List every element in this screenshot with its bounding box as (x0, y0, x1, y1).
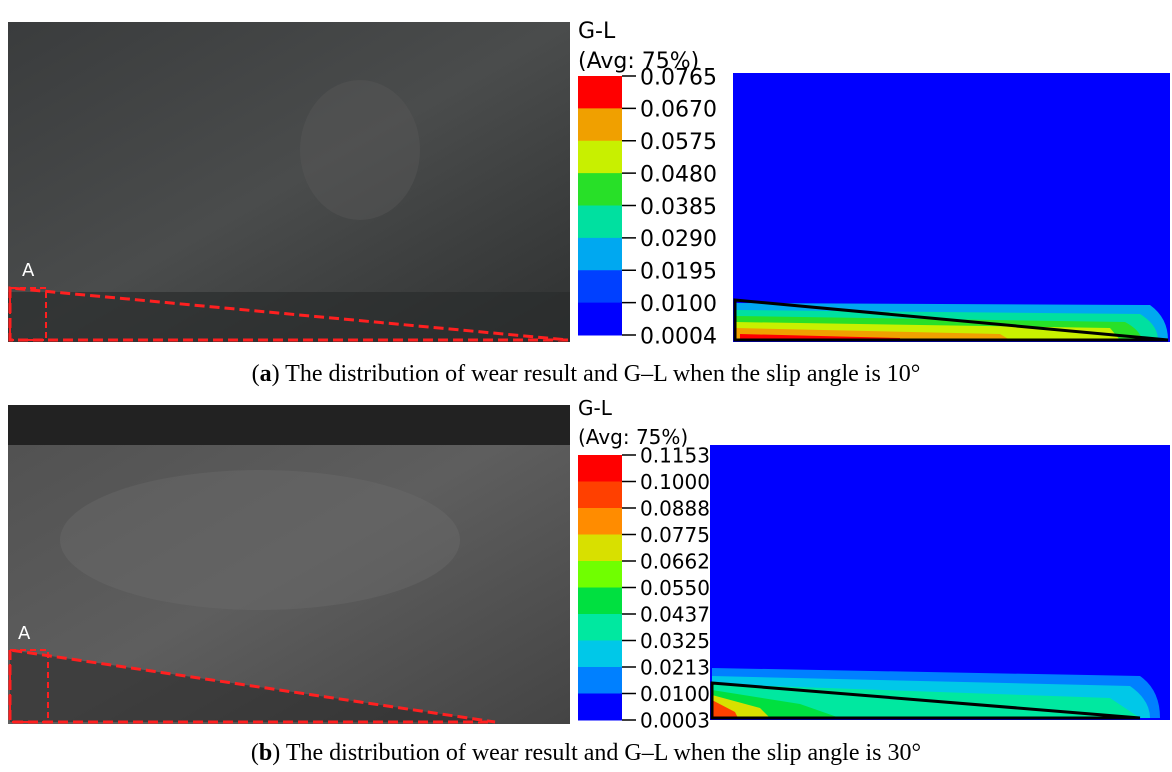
legend-swatch (578, 76, 622, 109)
caption-label: a (260, 361, 272, 387)
legend-swatch (578, 238, 622, 271)
legend-swatch (578, 303, 622, 336)
caption: (b) The distribution of wear result and … (251, 740, 921, 766)
photo-label: A (22, 260, 35, 281)
legend-value: 0.0385 (640, 195, 717, 220)
legend-value: 0.0550 (640, 576, 710, 600)
legend-swatch (578, 455, 622, 482)
legend-swatch (578, 482, 622, 509)
legend-title: G-L (578, 19, 616, 44)
photo-label: A (18, 623, 31, 644)
figure: A A G-L (Avg: 75%) G-L (Avg: 75%) (a) Th… (0, 0, 1172, 772)
caption: (a) The distribution of wear result and … (252, 361, 921, 387)
photo-shade (300, 80, 420, 220)
legend-swatch (578, 614, 622, 641)
legend-value: 0.0662 (640, 550, 710, 574)
legend-value: 0.0575 (640, 130, 717, 155)
legend-value: 0.0325 (640, 629, 710, 653)
legend-value: 0.0775 (640, 523, 710, 547)
legend-value: 0.0100 (640, 682, 710, 706)
photo-edge (8, 405, 570, 445)
legend-value: 0.0480 (640, 162, 717, 187)
legend-value: 0.1153 (640, 444, 710, 468)
legend-swatch (578, 667, 622, 694)
wear-zone (8, 292, 570, 342)
legend-value: 0.0004 (640, 324, 717, 349)
legend-swatch (578, 173, 622, 206)
contour-plot (733, 73, 1170, 342)
legend-value: 0.0213 (640, 656, 710, 680)
legend-swatch (578, 508, 622, 535)
legend-value: 0.0195 (640, 260, 717, 285)
legend-value: 0.0670 (640, 98, 717, 123)
legend-swatch (578, 108, 622, 141)
legend-swatch (578, 535, 622, 562)
legend-value: 0.0765 (640, 65, 717, 90)
legend-swatch (578, 588, 622, 615)
legend-value: 0.1000 (640, 470, 710, 494)
caption-open: ( (251, 740, 259, 766)
legend-value: 0.0888 (640, 497, 710, 521)
caption-open: ( (252, 361, 260, 387)
legend-value: 0.0290 (640, 227, 717, 252)
caption-text: ) The distribution of wear result and G–… (272, 361, 921, 387)
legend-value: 0.0437 (640, 603, 710, 627)
legend-swatch (578, 141, 622, 174)
legend-swatch (578, 561, 622, 588)
legend-value: 0.0100 (640, 292, 717, 317)
legend-swatch (578, 270, 622, 303)
legend-value: 0.0003 (640, 709, 710, 733)
photo-shade (60, 470, 460, 610)
caption-label: b (259, 740, 272, 766)
caption-text: ) The distribution of wear result and G–… (272, 740, 921, 766)
legend-swatch (578, 641, 622, 668)
legend-swatch (578, 206, 622, 239)
legend-swatch (578, 694, 622, 721)
legend-title: G-L (578, 396, 613, 420)
